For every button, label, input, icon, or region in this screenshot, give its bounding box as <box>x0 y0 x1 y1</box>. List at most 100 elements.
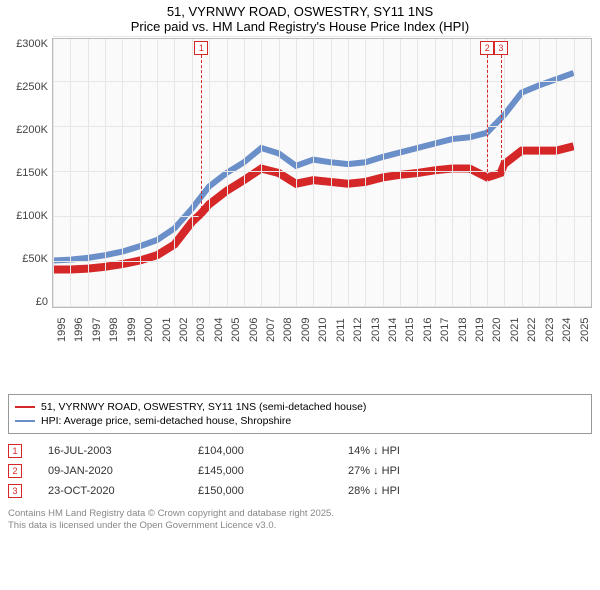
xtick-label: 2002 <box>178 318 190 342</box>
event-hpi-1: 27% ↓ HPI <box>348 465 498 477</box>
grid-line-v <box>383 39 384 307</box>
grid-line-v <box>365 39 366 307</box>
legend: 51, VYRNWY ROAD, OSWESTRY, SY11 1NS (sem… <box>8 394 592 434</box>
grid-line-v <box>522 39 523 307</box>
xtick-label: 1997 <box>91 318 103 342</box>
event-date-1: 09-JAN-2020 <box>48 465 198 477</box>
legend-swatch-0 <box>15 406 35 408</box>
grid-line-h <box>53 171 591 172</box>
xtick-label: 2022 <box>526 318 538 342</box>
title-line2: Price paid vs. HM Land Registry's House … <box>8 19 592 34</box>
event-price-2: £150,000 <box>198 485 348 497</box>
plot-area: 123 <box>52 38 592 308</box>
xtick-label: 2005 <box>230 318 242 342</box>
xtick-label: 2008 <box>282 318 294 342</box>
chart-lines <box>53 39 591 307</box>
x-axis: 1995199619971998199920002001200220032004… <box>52 308 592 348</box>
event-num-0: 1 <box>8 444 22 458</box>
events-table: 1 16-JUL-2003 £104,000 14% ↓ HPI 2 09-JA… <box>8 444 592 498</box>
grid-line-v <box>348 39 349 307</box>
grid-line-h <box>53 306 591 307</box>
xtick-label: 1995 <box>56 318 68 342</box>
xtick-label: 2018 <box>457 318 469 342</box>
grid-line-v <box>70 39 71 307</box>
xtick-label: 2016 <box>422 318 434 342</box>
grid-line-v <box>244 39 245 307</box>
marker-dot <box>484 174 491 181</box>
grid-line-v <box>227 39 228 307</box>
grid-line-v <box>574 39 575 307</box>
grid-line-v <box>209 39 210 307</box>
xtick-label: 2021 <box>509 318 521 342</box>
grid-line-v <box>174 39 175 307</box>
xtick-label: 2025 <box>579 318 591 342</box>
xtick-label: 2017 <box>439 318 451 342</box>
event-date-2: 23-OCT-2020 <box>48 485 198 497</box>
xtick-label: 2001 <box>161 318 173 342</box>
grid-line-v <box>313 39 314 307</box>
grid-line-v <box>400 39 401 307</box>
marker-dot <box>198 211 205 218</box>
grid-line-v <box>88 39 89 307</box>
ytick-label: £250K <box>16 81 48 93</box>
footer: Contains HM Land Registry data © Crown c… <box>8 508 592 533</box>
title-line1: 51, VYRNWY ROAD, OSWESTRY, SY11 1NS <box>8 4 592 19</box>
xtick-label: 2019 <box>474 318 486 342</box>
xtick-label: 2000 <box>143 318 155 342</box>
legend-item-0: 51, VYRNWY ROAD, OSWESTRY, SY11 1NS (sem… <box>15 401 585 413</box>
xtick-label: 2010 <box>317 318 329 342</box>
event-price-1: £145,000 <box>198 465 348 477</box>
event-num-2: 3 <box>8 484 22 498</box>
grid-line-v <box>539 39 540 307</box>
grid-line-v <box>331 39 332 307</box>
grid-line-v <box>417 39 418 307</box>
xtick-label: 2014 <box>387 318 399 342</box>
grid-line-v <box>261 39 262 307</box>
grid-line-h <box>53 36 591 37</box>
grid-line-h <box>53 126 591 127</box>
y-axis: £300K£250K£200K£150K£100K£50K£0 <box>8 38 52 308</box>
xtick-label: 1996 <box>73 318 85 342</box>
xtick-label: 2003 <box>195 318 207 342</box>
xtick-label: 2004 <box>213 318 225 342</box>
title-block: 51, VYRNWY ROAD, OSWESTRY, SY11 1NS Pric… <box>8 4 592 34</box>
event-row-0: 1 16-JUL-2003 £104,000 14% ↓ HPI <box>8 444 592 458</box>
xtick-label: 2013 <box>370 318 382 342</box>
marker-line <box>487 55 488 177</box>
chart-container: 51, VYRNWY ROAD, OSWESTRY, SY11 1NS Pric… <box>0 0 600 537</box>
ytick-label: £200K <box>16 124 48 136</box>
xtick-label: 2020 <box>491 318 503 342</box>
grid-line-v <box>140 39 141 307</box>
marker-box: 2 <box>480 41 494 55</box>
footer-line2: This data is licensed under the Open Gov… <box>8 520 592 532</box>
grid-line-v <box>105 39 106 307</box>
event-row-1: 2 09-JAN-2020 £145,000 27% ↓ HPI <box>8 464 592 478</box>
marker-box: 3 <box>494 41 508 55</box>
grid-line-v <box>157 39 158 307</box>
footer-line1: Contains HM Land Registry data © Crown c… <box>8 508 592 520</box>
marker-dot <box>497 170 504 177</box>
ytick-label: £150K <box>16 167 48 179</box>
event-num-1: 2 <box>8 464 22 478</box>
xtick-label: 2023 <box>544 318 556 342</box>
xtick-label: 1999 <box>126 318 138 342</box>
xtick-label: 2015 <box>404 318 416 342</box>
grid-line-v <box>122 39 123 307</box>
ytick-label: £100K <box>16 210 48 222</box>
xtick-label: 2012 <box>352 318 364 342</box>
xtick-label: 2011 <box>335 318 347 342</box>
grid-line-h <box>53 216 591 217</box>
ytick-label: £50K <box>22 253 48 265</box>
event-row-2: 3 23-OCT-2020 £150,000 28% ↓ HPI <box>8 484 592 498</box>
xtick-label: 2009 <box>300 318 312 342</box>
event-date-0: 16-JUL-2003 <box>48 445 198 457</box>
legend-label-0: 51, VYRNWY ROAD, OSWESTRY, SY11 1NS (sem… <box>41 401 366 413</box>
event-hpi-0: 14% ↓ HPI <box>348 445 498 457</box>
legend-item-1: HPI: Average price, semi-detached house,… <box>15 415 585 427</box>
legend-swatch-1 <box>15 420 35 422</box>
event-hpi-2: 28% ↓ HPI <box>348 485 498 497</box>
ytick-label: £0 <box>36 296 48 308</box>
grid-line-v <box>470 39 471 307</box>
grid-line-v <box>53 39 54 307</box>
xtick-label: 2024 <box>561 318 573 342</box>
